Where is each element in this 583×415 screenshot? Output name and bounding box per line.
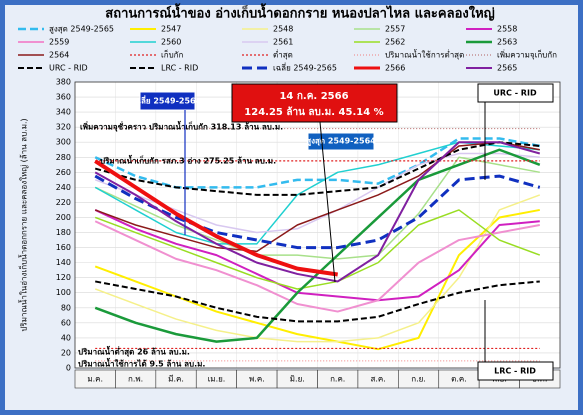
legend-label: 2557	[385, 25, 405, 34]
y-tick-label: 200	[56, 213, 71, 222]
arrow	[319, 121, 336, 283]
callout-box	[139, 91, 196, 111]
y-axis-label: ปริมาณน้ำในอ่างเก็บน้ำดอกกราย และคลองใหญ…	[18, 118, 29, 331]
legend-label: 2562	[385, 38, 405, 47]
x-tick-label: ม.ค.	[87, 375, 103, 384]
x-tick-label: มิ.ย.	[290, 375, 305, 384]
callout-box	[477, 361, 554, 381]
series-line	[94, 141, 540, 196]
legend-label: URC - RID	[49, 64, 88, 73]
annotation: 124.25 ล้าน ลบ.ม. 45.14 %	[244, 106, 383, 118]
y-tick-label: 340	[56, 108, 71, 117]
legend-label: เก็บกัก	[161, 50, 184, 60]
legend-label: 2561	[273, 38, 293, 47]
series-line	[94, 208, 540, 351]
series-line	[94, 141, 540, 253]
series-line	[94, 220, 540, 313]
y-tick-label: 80	[61, 303, 71, 312]
legend-label: เพิ่มความจุเก็บกัก	[497, 49, 557, 60]
legend-label: ปริมาณน้ำใช้การต่ำสุด	[385, 49, 464, 60]
series-line	[94, 141, 541, 283]
legend-label: 2564	[49, 51, 69, 60]
x-tick-label: มี.ค.	[168, 375, 184, 384]
annotation: 14 ก.ค. 2566	[279, 91, 348, 102]
y-tick-label: 20	[61, 348, 71, 357]
y-tick-label: 380	[56, 78, 71, 87]
chart-title: สถานการณ์น้ำของ อ่างเก็บน้ำดอกกราย หนองป…	[105, 3, 494, 22]
series-line	[94, 209, 541, 290]
y-tick-label: 160	[56, 243, 71, 252]
series-line	[94, 194, 541, 343]
legend-label: 2563	[497, 38, 517, 47]
legend-label: 2566	[385, 64, 405, 73]
legend-label: เฉลี่ย 2549-2565	[273, 62, 337, 73]
legend-label: 2548	[273, 25, 293, 34]
annotation: เพิ่มความจุชั่วคราว ปริมาณน้ำเก็บกัก 318…	[80, 121, 283, 133]
y-tick-label: 120	[56, 273, 71, 282]
x-tick-label: ส.ค.	[370, 375, 385, 384]
x-tick-label: ก.ย.	[411, 375, 426, 384]
legend-label: สูงสุด 2549-2565	[49, 25, 114, 35]
y-tick-label: 100	[56, 288, 71, 297]
callout-box	[477, 83, 554, 103]
y-tick-label: 60	[61, 318, 71, 327]
x-tick-label: เม.ย.	[208, 375, 226, 384]
legend-label: 2558	[497, 25, 517, 34]
callout-box	[307, 132, 375, 151]
annotation: สูงสุด 2549-2564	[306, 137, 376, 147]
annotation: ปริมาณน้ำเก็บกัก รสภ.3 อ่าง 275.25 ล้าน …	[100, 155, 276, 166]
series-line	[94, 209, 540, 302]
y-tick-label: 260	[56, 168, 71, 177]
annotation: URC - RID	[493, 89, 537, 98]
y-tick-label: 180	[56, 228, 71, 237]
callout-box	[231, 83, 398, 123]
x-tick-label: ก.ค.	[330, 375, 345, 384]
legend-label: 2559	[49, 38, 69, 47]
series-line	[94, 174, 541, 250]
annotation: ปริมาณน้ำใช้การได้ 9.5 ล้าน ลบ.ม.	[78, 358, 205, 369]
x-tick-label: ก.พ.	[128, 375, 143, 384]
legend-label: ต่ำสุด	[273, 49, 293, 60]
y-tick-label: 220	[56, 198, 71, 207]
series-line	[94, 148, 541, 343]
y-tick-label: 320	[56, 123, 71, 132]
plot-border	[74, 81, 561, 369]
legend-label: 2565	[497, 64, 517, 73]
legend-label: LRC - RID	[161, 64, 198, 73]
y-tick-label: 360	[56, 93, 71, 102]
y-tick-label: 240	[56, 183, 71, 192]
y-tick-label: 0	[66, 364, 71, 373]
y-tick-label: 40	[61, 333, 71, 342]
x-tick-label: ต.ค.	[451, 375, 467, 384]
x-tick-label: พ.ค.	[249, 375, 265, 384]
annotation: ปริมาณน้ำต่ำสุด 26 ล้าน ลบ.ม.	[78, 346, 190, 358]
y-tick-label: 140	[56, 258, 71, 267]
annotation: LRC - RID	[494, 367, 536, 376]
series-line	[94, 159, 338, 277]
series-line	[94, 156, 540, 260]
legend-label: 2547	[161, 25, 181, 34]
legend-label: 2560	[161, 38, 181, 47]
series-line	[95, 280, 540, 323]
annotation: เฉลี่ย 2549-2564	[133, 95, 202, 106]
y-tick-label: 280	[56, 153, 71, 162]
y-tick-label: 300	[56, 138, 71, 147]
